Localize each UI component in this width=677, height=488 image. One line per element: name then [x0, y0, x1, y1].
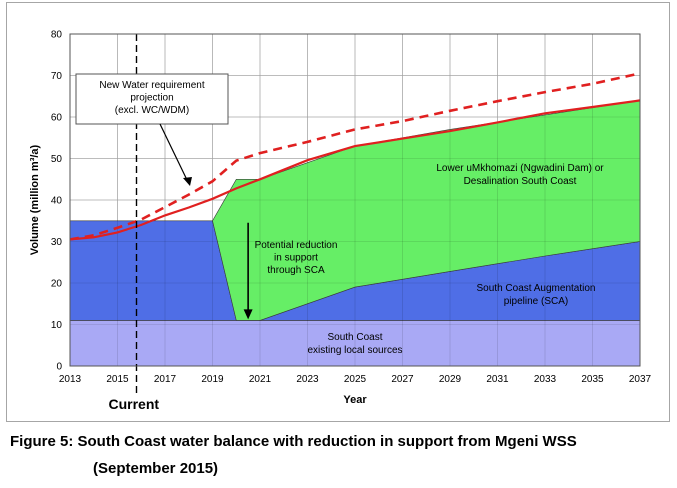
y-tick-label: 10 [51, 320, 63, 331]
local-sources-area-label: South Coast [327, 332, 382, 343]
y-tick-label: 40 [51, 196, 63, 207]
sca-area-label: pipeline (SCA) [504, 296, 568, 307]
current-label: Current [109, 396, 160, 412]
x-tick-label: 2013 [59, 374, 82, 385]
y-tick-label: 20 [51, 279, 63, 290]
projection-callout-arrowhead [183, 177, 192, 186]
reduction-annotation-text: through SCA [267, 265, 325, 276]
projection-callout-text: New Water requirement [99, 80, 204, 91]
y-tick-label: 80 [51, 30, 63, 41]
figure-caption: Figure 5: South Coast water balance with… [10, 433, 577, 450]
x-tick-label: 2031 [486, 374, 509, 385]
water-balance-chart: Current 0 10 20 30 40 50 60 70 80 2013 2015 2017 2019… [29, 30, 652, 413]
reduction-arrow-head [243, 309, 253, 320]
x-tick-label: 2019 [201, 374, 224, 385]
x-tick-label: 2037 [629, 374, 652, 385]
y-tick-label: 60 [51, 113, 63, 124]
water-requirement-projection-line [69, 72, 641, 241]
x-tick-label: 2033 [534, 374, 557, 385]
projection-callout-text: projection [130, 93, 173, 104]
projection-callout-pointer [159, 123, 189, 183]
x-tick-label: 2023 [296, 374, 319, 385]
x-tick-label: 2021 [249, 374, 272, 385]
x-tick-label: 2017 [154, 374, 177, 385]
total-supply-line [69, 99, 641, 241]
y-tick-label: 70 [51, 71, 63, 82]
x-tick-label: 2015 [106, 374, 129, 385]
y-tick-label: 0 [56, 362, 62, 373]
x-axis-title: Year [343, 394, 367, 406]
figure-caption-date: (September 2015) [93, 460, 219, 477]
plot-border [69, 33, 641, 367]
x-tick-label: 2029 [439, 374, 462, 385]
x-tick-label: 2035 [581, 374, 604, 385]
umkhomazi-area-label: Desalination South Coast [464, 176, 577, 187]
projection-callout-text: (excl. WC/WDM) [115, 105, 189, 116]
reduction-annotation-text: Potential reduction [255, 240, 338, 251]
sca-area-label: South Coast Augmentation [477, 283, 596, 294]
local-sources-area-label: existing local sources [307, 345, 402, 356]
projection-callout-box [75, 73, 229, 125]
umkhomazi-area-label: Lower uMkhomazi (Ngwadini Dam) or [436, 163, 604, 174]
x-tick-label: 2027 [391, 374, 414, 385]
x-tick-label: 2025 [344, 374, 367, 385]
reduction-annotation-text: in support [274, 253, 318, 264]
y-tick-label: 30 [51, 237, 63, 248]
y-tick-label: 50 [51, 154, 63, 165]
y-axis-title: Volume (million m³/a) [29, 144, 41, 255]
